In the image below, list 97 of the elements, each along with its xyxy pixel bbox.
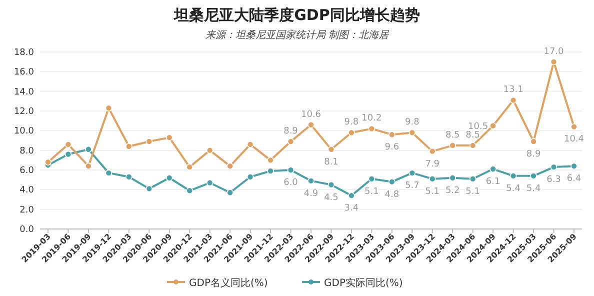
data-label: 5.1: [425, 186, 440, 197]
y-tick-label: 6.0: [20, 166, 34, 176]
point: [267, 168, 274, 174]
point: [490, 122, 496, 130]
point: [348, 192, 355, 199]
legend-label: GDP实际同比(%): [324, 277, 403, 289]
point: [449, 174, 456, 182]
data-label: 10.6: [300, 110, 322, 120]
point: [246, 173, 254, 180]
point: [510, 172, 517, 180]
point: [469, 175, 476, 182]
data-label: 9.8: [404, 118, 420, 128]
point: [328, 181, 335, 188]
point: [226, 189, 234, 196]
point: [570, 162, 578, 170]
point: [226, 162, 234, 170]
data-label: 9.6: [384, 142, 400, 153]
point: [490, 166, 496, 172]
point: [64, 141, 72, 148]
data-label: 5.4: [506, 184, 521, 194]
y-tick-label: 2.0: [20, 205, 34, 216]
point: [287, 166, 294, 174]
y-tick-label: 8.0: [20, 146, 34, 156]
y-tick-label: 10.0: [14, 126, 34, 137]
point: [146, 138, 153, 145]
point: [287, 138, 294, 145]
point: [206, 146, 214, 154]
data-label: 6.1: [486, 177, 500, 188]
data-label: 6.4: [566, 174, 582, 184]
data-label: 8.1: [324, 157, 338, 168]
point: [408, 129, 416, 136]
point: [408, 170, 416, 176]
y-tick-label: 0.0: [20, 225, 34, 235]
chart-title: 坦桑尼亚大陆季度GDP同比增长趋势: [173, 6, 420, 24]
point: [206, 179, 214, 186]
data-label: 6.0: [284, 178, 298, 188]
point: [328, 146, 335, 153]
data-label: 4.9: [304, 188, 318, 199]
point: [550, 58, 558, 66]
point: [166, 134, 173, 141]
point: [166, 174, 173, 182]
data-label: 4.5: [324, 192, 338, 203]
data-label: 7.9: [425, 159, 440, 170]
point: [126, 143, 132, 150]
data-label: 9.8: [344, 118, 359, 128]
data-label: 3.4: [344, 204, 359, 214]
data-label: 8.9: [284, 126, 298, 136]
point: [64, 150, 72, 158]
data-label: 5.1: [466, 186, 480, 197]
data-label: 4.8: [384, 190, 400, 200]
chart-subtitle: 来源：坦桑尼亚国家统计局 制图：北海居: [205, 29, 390, 41]
point: [186, 164, 194, 170]
y-tick-label: 14.0: [14, 87, 34, 98]
data-label: 6.3: [546, 175, 561, 186]
data-label: 5.1: [364, 186, 379, 197]
point: [85, 162, 92, 170]
point: [348, 129, 355, 136]
point: [105, 104, 112, 112]
y-tick-label: 12.0: [14, 107, 34, 117]
point: [246, 141, 254, 148]
point: [388, 131, 396, 138]
point: [449, 142, 456, 149]
point: [126, 173, 132, 180]
point: [186, 187, 194, 194]
point: [570, 123, 578, 130]
point: [308, 177, 314, 184]
point: [428, 175, 436, 182]
legend-label: GDP名义同比(%): [189, 277, 268, 289]
point: [146, 185, 153, 192]
point: [510, 96, 517, 104]
data-label: 10.4: [564, 134, 584, 145]
y-tick-label: 4.0: [20, 186, 34, 196]
point: [469, 142, 476, 149]
y-tick-label: 16.0: [14, 68, 34, 78]
point: [105, 170, 112, 176]
data-label: 8.9: [526, 149, 541, 160]
point: [388, 178, 396, 186]
point: [267, 156, 274, 164]
point: [44, 158, 52, 166]
point: [368, 175, 376, 182]
data-label: 5.4: [526, 184, 541, 194]
point: [368, 125, 376, 132]
data-label: 17.0: [544, 46, 564, 57]
y-tick-label: 18.0: [14, 48, 34, 58]
point: [428, 148, 436, 155]
data-label: 8.5: [466, 130, 480, 140]
data-label: 5.7: [404, 180, 420, 191]
point: [530, 138, 537, 145]
data-label: 10.2: [362, 114, 382, 124]
data-label: 8.5: [445, 130, 460, 140]
data-label: 10.5: [468, 122, 488, 132]
point: [530, 172, 537, 180]
point: [308, 121, 314, 128]
data-label: 5.2: [445, 186, 460, 196]
point: [85, 146, 92, 153]
point: [550, 164, 558, 170]
data-label: 13.1: [503, 85, 524, 96]
